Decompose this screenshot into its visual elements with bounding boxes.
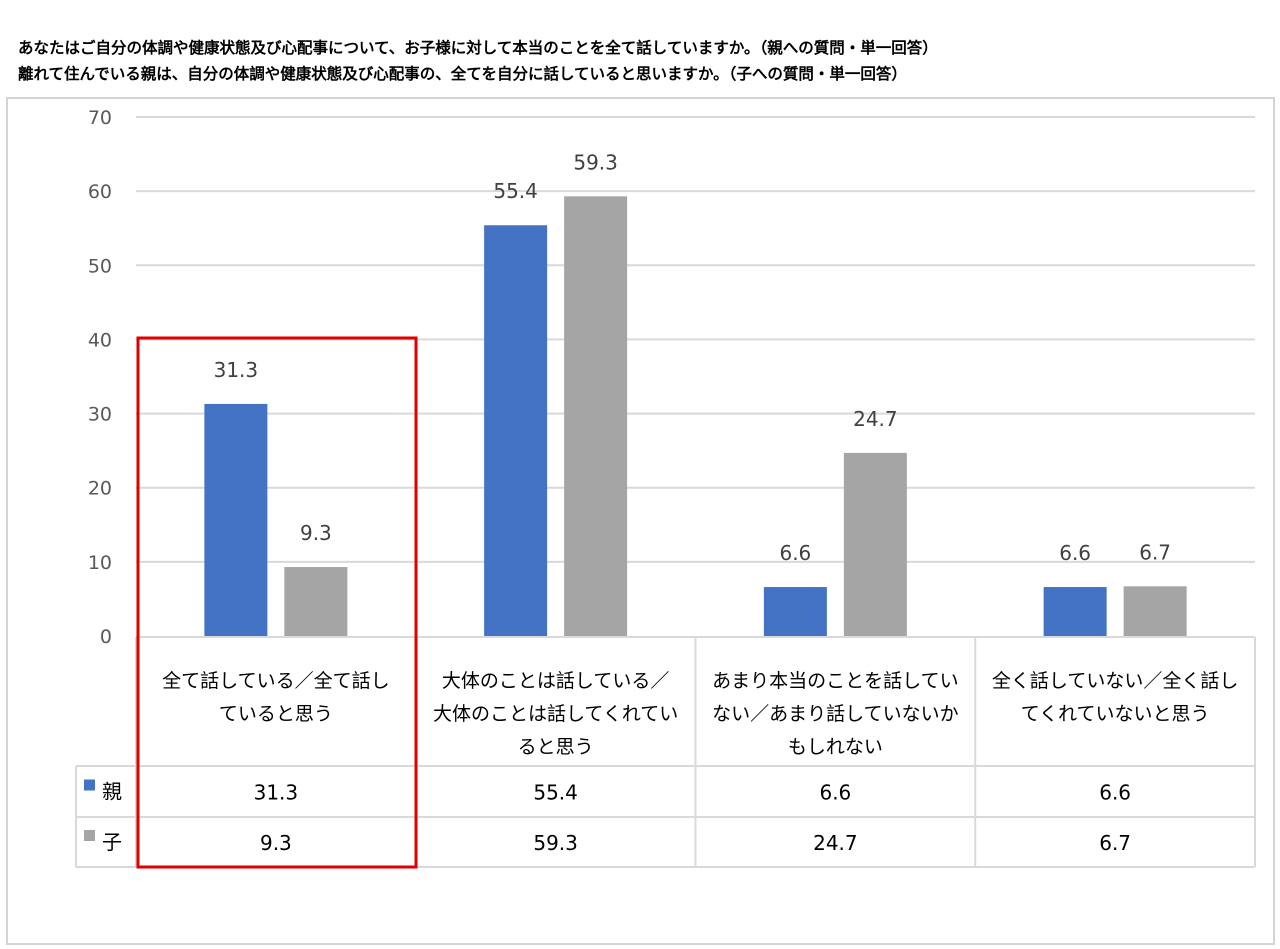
data-label: 9.3	[300, 521, 332, 545]
chart-frame	[6, 97, 1275, 945]
legend-label: 子	[102, 830, 122, 854]
legend-key-ko	[84, 830, 95, 841]
highlight-box	[136, 336, 418, 869]
category-label: ていると思う	[219, 703, 333, 725]
bar-oya-1	[484, 225, 548, 636]
y-tick-label: 0	[100, 626, 112, 648]
category-label: ない／あまり話していないか	[712, 703, 958, 725]
legend-label: 親	[102, 780, 122, 804]
data-label: 6.6	[779, 541, 811, 565]
category-label: 全く話していない／全く話し	[992, 670, 1238, 692]
category-label: もしれない	[788, 736, 883, 758]
legend-key-oya	[84, 779, 95, 791]
y-tick-label: 40	[88, 329, 112, 351]
data-label: 6.7	[1139, 540, 1171, 564]
category-label: 全て話している／全て話し	[162, 670, 389, 692]
data-label: 6.6	[1059, 541, 1091, 565]
y-tick-label: 50	[88, 255, 112, 277]
data-label: 24.7	[853, 407, 898, 431]
bar-ko-2	[843, 452, 907, 636]
bar-ko-1	[564, 196, 628, 636]
y-tick-label: 20	[88, 478, 112, 500]
category-label: てくれていないと思う	[1021, 703, 1210, 725]
table-value: 6.6	[1099, 781, 1131, 805]
table-value: 6.7	[1099, 831, 1131, 855]
bar-oya-2	[763, 587, 827, 636]
y-tick-label: 70	[88, 107, 112, 129]
category-label: あまり本当のことを話してい	[712, 670, 958, 692]
chart-title-line-1: あなたはご自分の体調や健康状態及び心配事について、お子様に対して本当のことを全て…	[18, 39, 938, 57]
table-value: 9.3	[260, 831, 292, 855]
table-value: 31.3	[254, 781, 299, 805]
table-value: 59.3	[533, 831, 578, 855]
data-label: 31.3	[214, 358, 259, 382]
category-label: ると思う	[518, 736, 594, 758]
table-value: 24.7	[813, 831, 858, 855]
bar-oya-3	[1043, 587, 1107, 636]
data-label: 55.4	[493, 179, 538, 203]
table-value: 6.6	[819, 781, 851, 805]
chart-title-line-2: 離れて住んでいる親は、自分の体調や健康状態及び心配事の、全てを自分に話していると…	[18, 65, 907, 83]
bar-oya-0	[204, 403, 268, 636]
bar-ko-3	[1123, 586, 1187, 636]
y-tick-label: 10	[88, 552, 112, 574]
category-label: 大体のことは話してくれてい	[433, 703, 678, 725]
category-label: 大体のことは話している／	[442, 670, 669, 692]
y-tick-label: 30	[88, 404, 112, 426]
bar-ko-0	[284, 567, 348, 636]
data-label: 59.3	[573, 150, 618, 174]
table-value: 55.4	[533, 781, 578, 805]
y-tick-label: 60	[88, 181, 112, 203]
